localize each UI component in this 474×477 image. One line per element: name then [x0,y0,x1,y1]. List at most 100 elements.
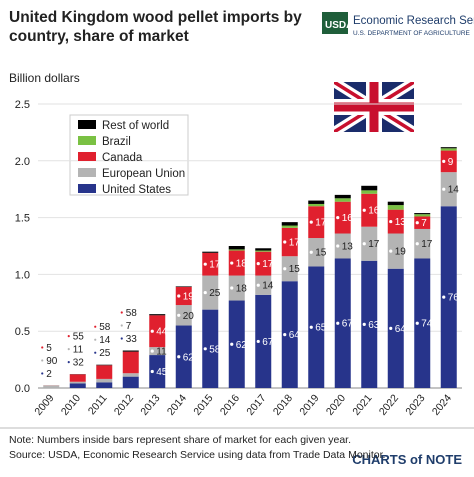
bar-segment [361,260,378,388]
bar-segment [414,214,431,217]
share-label: 58 [126,308,138,319]
share-dot [177,294,181,298]
bar-segment [440,148,457,151]
bar-segment [96,365,113,379]
share-label: 19 [183,291,195,302]
share-label: 15 [315,248,327,259]
share-dot [66,360,71,365]
x-tick-label: 2021 [350,392,374,418]
share-label: 74 [421,319,433,330]
bar-segment [361,185,378,191]
share-dot [389,326,393,330]
share-label: 62 [183,352,195,363]
share-label: 45 [156,367,168,378]
bar-segment [308,206,325,239]
bar-segment [281,281,298,388]
bar-segment [387,201,404,206]
share-label: 64 [395,324,407,335]
bar-segment [440,147,457,149]
share-label: 90 [46,356,58,367]
x-tick-label: 2009 [32,392,56,418]
bar-segment [334,258,351,388]
share-label: 11 [156,347,167,358]
share-dot [40,345,45,350]
bar-segment [149,314,166,316]
share-dot [442,187,446,191]
bar-segment [202,251,219,253]
legend-swatch [78,120,96,129]
share-dot [177,355,181,359]
share-dot [283,267,287,271]
share-dot [230,286,234,290]
share-dot [415,321,419,325]
bar-segment [387,233,404,269]
share-dot [336,244,340,248]
y-tick-label: 1.5 [15,213,30,225]
bar-segment [281,227,298,257]
share-label: 14 [99,335,111,346]
bar-segment [122,351,139,374]
share-dot [442,295,446,299]
bar-segment [149,347,166,356]
logo-mark [322,12,348,34]
share-dot [415,221,419,225]
bar-segment [175,325,192,388]
bar-segment [96,364,113,366]
bar-segment [69,381,86,384]
share-label: 2 [46,369,52,380]
share-label: 65 [315,323,327,334]
x-tick-label: 2010 [59,392,83,418]
share-label: 25 [99,348,111,359]
share-dot [203,290,207,295]
bar-segment [96,382,113,388]
share-dot [119,323,124,328]
source: Source: USDA, Economic Research Service … [9,449,386,461]
share-dot [362,208,366,212]
legend-label: United States [102,184,171,196]
share-dot [230,261,234,265]
bar-segment [255,251,272,276]
bar-segment [228,300,245,388]
legend-label: Rest of world [102,120,169,132]
share-dot [40,358,45,363]
share-label: 33 [126,334,138,345]
share-dot [230,342,234,346]
share-label: 63 [368,320,380,331]
share-dot [415,242,419,246]
x-tick-label: 2012 [112,392,136,418]
share-dot [256,262,260,266]
share-label: 17 [315,218,327,229]
share-dot [309,325,313,329]
share-dot [256,339,260,344]
share-label: 7 [126,321,132,332]
bar-segment [361,226,378,261]
bar-segment [255,294,272,388]
x-tick-label: 2022 [377,392,401,418]
bar-segment [202,309,219,388]
bar-segment [228,250,245,276]
x-tick-label: 2013 [138,392,162,418]
bar-segment [255,275,272,295]
share-dot [389,219,393,224]
bar-segment [308,238,325,267]
share-label: 19 [395,247,407,258]
chart-title: United Kingdom wood pellet imports by co… [9,9,302,45]
bar-segment [175,305,192,326]
share-dot [309,250,313,254]
x-tick-label: 2018 [271,392,295,418]
note: Note: Numbers inside bars represent shar… [9,434,351,446]
bar-segment [122,376,139,388]
share-label: 16 [368,206,380,217]
bar-segment [228,246,245,250]
share-label: 17 [262,259,274,270]
bar-segment [175,286,192,287]
share-label: 44 [156,327,168,338]
bar-segment [202,252,219,276]
share-label: 76 [448,293,460,304]
bar-segment [440,150,457,173]
share-dot [177,313,181,317]
bar-segment [281,222,298,226]
share-label: 5 [46,343,52,354]
y-tick-label: 1.0 [15,269,30,281]
